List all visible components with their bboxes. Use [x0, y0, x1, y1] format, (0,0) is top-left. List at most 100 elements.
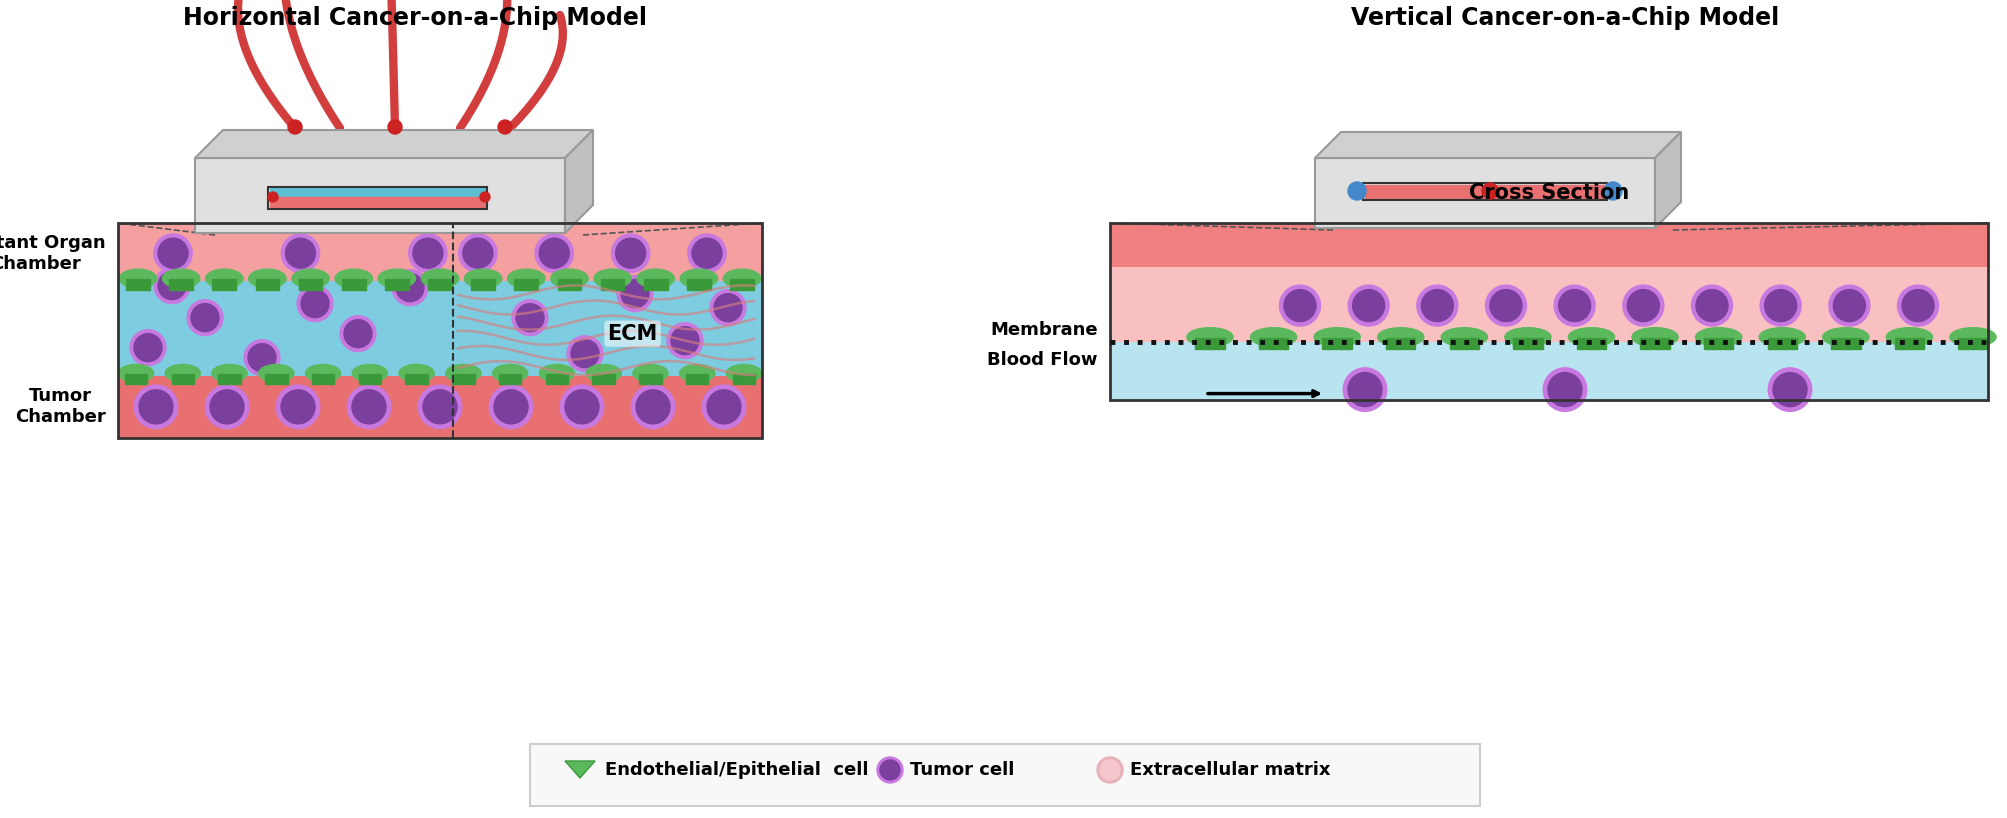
Bar [592, 374, 614, 384]
Circle shape [1622, 285, 1664, 326]
Circle shape [1543, 368, 1586, 411]
Circle shape [1096, 757, 1122, 783]
Bar [195, 158, 564, 233]
Circle shape [391, 270, 427, 306]
Ellipse shape [678, 365, 714, 382]
Circle shape [670, 326, 698, 355]
Circle shape [480, 192, 490, 202]
Circle shape [1547, 372, 1582, 407]
Bar [267, 187, 488, 209]
Circle shape [494, 390, 528, 424]
Bar [1363, 183, 1606, 200]
Text: Extracellular matrix: Extracellular matrix [1130, 761, 1331, 779]
Bar [1110, 267, 1987, 342]
Bar [1110, 342, 1987, 400]
Bar [171, 374, 195, 384]
Circle shape [1481, 183, 1497, 199]
Circle shape [267, 192, 277, 202]
Circle shape [347, 385, 391, 429]
Ellipse shape [632, 365, 668, 382]
Ellipse shape [291, 269, 329, 288]
Bar [546, 374, 568, 384]
Circle shape [351, 390, 385, 424]
Circle shape [564, 390, 598, 424]
Text: Membrane: Membrane [989, 321, 1098, 339]
Circle shape [409, 234, 448, 272]
Bar [118, 223, 761, 438]
Circle shape [560, 385, 604, 429]
Ellipse shape [351, 365, 387, 382]
Bar [118, 375, 761, 438]
Bar [169, 280, 193, 290]
Bar [1110, 223, 1987, 267]
Bar [1194, 338, 1224, 349]
Circle shape [692, 238, 723, 268]
Circle shape [297, 285, 333, 321]
Circle shape [1347, 285, 1389, 326]
Circle shape [1553, 285, 1594, 326]
Circle shape [134, 385, 179, 429]
Circle shape [534, 234, 574, 272]
Circle shape [413, 238, 444, 268]
Circle shape [211, 390, 245, 424]
Polygon shape [564, 130, 592, 233]
Bar [255, 280, 279, 290]
Circle shape [516, 303, 544, 331]
Circle shape [134, 334, 163, 362]
Bar [1513, 338, 1541, 349]
Circle shape [1100, 760, 1120, 780]
Circle shape [490, 385, 532, 429]
Text: Horizontal Cancer-on-a-Chip Model: Horizontal Cancer-on-a-Chip Model [183, 6, 646, 30]
Ellipse shape [305, 365, 341, 382]
Circle shape [387, 120, 401, 134]
Ellipse shape [550, 269, 588, 288]
Circle shape [1626, 290, 1658, 321]
Circle shape [301, 290, 329, 317]
Bar [686, 374, 708, 384]
Bar [1258, 338, 1288, 349]
Ellipse shape [1313, 328, 1359, 346]
Circle shape [714, 294, 743, 321]
Ellipse shape [165, 365, 201, 382]
Bar [1315, 158, 1654, 228]
Ellipse shape [213, 365, 247, 382]
Ellipse shape [118, 365, 153, 382]
Circle shape [540, 238, 568, 268]
Circle shape [155, 234, 193, 272]
Ellipse shape [1949, 328, 1995, 346]
Bar [600, 280, 624, 290]
Ellipse shape [508, 269, 544, 288]
Ellipse shape [1885, 328, 1931, 346]
Ellipse shape [399, 365, 434, 382]
Circle shape [1347, 372, 1381, 407]
Ellipse shape [464, 269, 502, 288]
Circle shape [1421, 290, 1453, 321]
Circle shape [1343, 368, 1387, 411]
Circle shape [616, 238, 646, 268]
Ellipse shape [205, 269, 243, 288]
Ellipse shape [1822, 328, 1869, 346]
Ellipse shape [163, 269, 201, 288]
Circle shape [706, 390, 741, 424]
Circle shape [710, 290, 745, 326]
Ellipse shape [1377, 328, 1423, 346]
Circle shape [130, 330, 167, 366]
Bar [1323, 338, 1351, 349]
Text: Distant Organ
Chamber: Distant Organ Chamber [0, 234, 106, 272]
Bar [514, 280, 538, 290]
Circle shape [339, 316, 375, 352]
Circle shape [191, 303, 219, 331]
Text: Cross Section: Cross Section [1469, 183, 1628, 203]
Bar [269, 197, 486, 207]
Ellipse shape [335, 269, 371, 288]
Ellipse shape [1441, 328, 1487, 346]
Circle shape [512, 299, 548, 335]
Bar [1110, 223, 1987, 400]
Text: Blood Flow: Blood Flow [987, 351, 1098, 369]
Circle shape [464, 238, 492, 268]
Ellipse shape [680, 269, 716, 288]
Circle shape [1832, 290, 1865, 321]
Bar [1895, 338, 1923, 349]
Circle shape [423, 390, 458, 424]
Bar [118, 223, 761, 281]
